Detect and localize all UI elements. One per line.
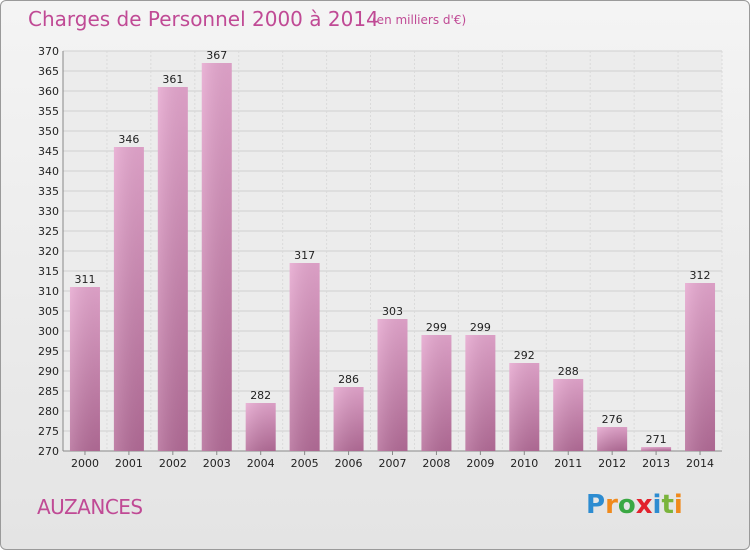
data-label: 288: [558, 365, 579, 378]
chart-subtitle: (en milliers d'€): [372, 13, 467, 27]
bar-shade: [685, 283, 716, 451]
data-label: 312: [690, 269, 711, 282]
x-tick-label: 2006: [335, 457, 363, 470]
y-tick-label: 295: [38, 345, 59, 358]
y-tick-label: 335: [38, 185, 59, 198]
chart-title: Charges de Personnel 2000 à 2014: [28, 7, 379, 31]
y-tick-label: 325: [38, 225, 59, 238]
data-label: 346: [118, 133, 139, 146]
y-tick-label: 280: [38, 405, 59, 418]
x-tick-label: 2002: [159, 457, 187, 470]
bar-shade: [157, 87, 188, 451]
x-tick-label: 2010: [510, 457, 538, 470]
logo-letter: t: [661, 490, 674, 520]
y-tick-label: 310: [38, 285, 59, 298]
x-tick-label: 2014: [686, 457, 714, 470]
y-tick-label: 355: [38, 105, 59, 118]
place-name: AUZANCES: [37, 495, 143, 519]
data-label: 276: [602, 413, 623, 426]
logo-letter: r: [605, 490, 618, 520]
bar-shade: [69, 287, 100, 451]
logo-letter: i: [673, 490, 683, 520]
logo-letter: x: [635, 490, 653, 520]
logo-letter: o: [617, 490, 636, 520]
data-label: 367: [206, 49, 227, 62]
y-tick-label: 360: [38, 85, 59, 98]
logo-letter: P: [586, 490, 606, 520]
data-label: 299: [426, 321, 447, 334]
y-tick-label: 330: [38, 205, 59, 218]
bar-shade: [333, 387, 364, 451]
y-tick-label: 365: [38, 65, 59, 78]
data-label: 271: [646, 433, 667, 446]
data-label: 317: [294, 249, 315, 262]
y-tick-label: 305: [38, 305, 59, 318]
y-tick-label: 300: [38, 325, 59, 338]
data-label: 286: [338, 373, 359, 386]
data-label: 361: [162, 73, 183, 86]
x-tick-label: 2000: [71, 457, 99, 470]
bar-shade: [597, 427, 628, 451]
x-tick-label: 2007: [379, 457, 407, 470]
data-label: 311: [74, 273, 95, 286]
data-label: 303: [382, 305, 403, 318]
proxiti-logo[interactable]: Proxiti: [586, 490, 683, 520]
y-tick-label: 320: [38, 245, 59, 258]
x-tick-label: 2011: [554, 457, 582, 470]
y-tick-label: 270: [38, 445, 59, 458]
logo-letter: i: [652, 490, 662, 520]
data-label: 282: [250, 389, 271, 402]
x-tick-label: 2008: [422, 457, 450, 470]
y-tick-label: 315: [38, 265, 59, 278]
bar-shade: [641, 447, 672, 451]
bar-shade: [245, 403, 276, 451]
x-tick-label: 2012: [598, 457, 626, 470]
axis-layer: 270 275 280 285 290 295 300 305 310 315 320 325 330 3…: [38, 45, 722, 470]
y-tick-label: 340: [38, 165, 59, 178]
bar-shade: [201, 63, 232, 451]
data-label: 299: [470, 321, 491, 334]
bar-shade: [113, 147, 144, 451]
bar-shade: [289, 263, 320, 451]
x-tick-label: 2004: [247, 457, 275, 470]
y-tick-label: 285: [38, 385, 59, 398]
x-tick-label: 2001: [115, 457, 143, 470]
label-layer: 311 346 361 367 282 317 286 303 299 299 292 288 276 2…: [74, 49, 710, 446]
bar-shade: [509, 363, 540, 451]
y-tick-label: 275: [38, 425, 59, 438]
x-tick-label: 2009: [466, 457, 494, 470]
y-tick-label: 370: [38, 45, 59, 58]
x-tick-label: 2005: [291, 457, 319, 470]
bar-shade: [421, 335, 452, 451]
x-tick-label: 2003: [203, 457, 231, 470]
y-tick-label: 290: [38, 365, 59, 378]
data-label: 292: [514, 349, 535, 362]
bar-layer: [69, 63, 716, 451]
y-tick-label: 350: [38, 125, 59, 138]
bar-shade: [465, 335, 496, 451]
y-tick-label: 345: [38, 145, 59, 158]
bar-shade: [377, 319, 408, 451]
x-tick-label: 2013: [642, 457, 670, 470]
bar-shade: [553, 379, 584, 451]
